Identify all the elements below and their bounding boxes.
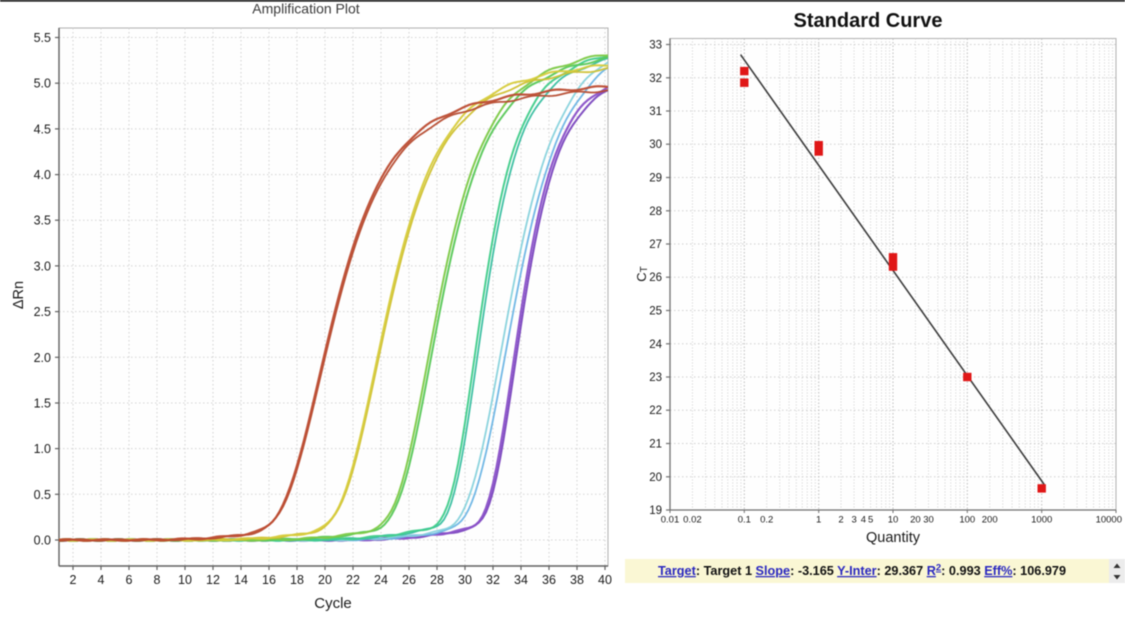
svg-text:Cycle: Cycle <box>314 595 352 612</box>
svg-text:2: 2 <box>70 573 77 587</box>
svg-text:100: 100 <box>959 515 975 526</box>
svg-text:Amplification Plot: Amplification Plot <box>252 1 359 17</box>
svg-text:2.5: 2.5 <box>34 305 51 319</box>
svg-text:2.0: 2.0 <box>34 351 51 365</box>
svg-text:19: 19 <box>649 505 662 517</box>
svg-text:23: 23 <box>649 372 662 384</box>
svg-text:20: 20 <box>318 573 332 587</box>
svg-text:30: 30 <box>458 573 472 587</box>
svg-text:30: 30 <box>649 139 662 151</box>
svg-text:Target: Target 1 Slope: -3.165: Target: Target 1 Slope: -3.165 Y-Inter: … <box>658 563 1066 579</box>
svg-text:25: 25 <box>649 306 662 318</box>
svg-text:29: 29 <box>649 173 662 185</box>
svg-text:10: 10 <box>888 515 899 526</box>
svg-text:0.5: 0.5 <box>34 488 51 502</box>
svg-text:Quantity: Quantity <box>866 530 921 546</box>
svg-text:18: 18 <box>290 573 304 587</box>
svg-text:0.02: 0.02 <box>683 515 702 526</box>
svg-text:200: 200 <box>982 515 998 526</box>
svg-text:26: 26 <box>649 272 662 284</box>
svg-text:21: 21 <box>649 439 662 451</box>
svg-text:1.5: 1.5 <box>34 397 51 411</box>
svg-text:4.0: 4.0 <box>34 168 51 182</box>
svg-text:30: 30 <box>923 515 934 526</box>
svg-text:36: 36 <box>542 573 556 587</box>
svg-text:10000: 10000 <box>1096 515 1122 526</box>
svg-text:5.5: 5.5 <box>34 31 51 45</box>
svg-text:32: 32 <box>649 73 662 85</box>
svg-text:4.5: 4.5 <box>34 122 51 136</box>
svg-text:5.0: 5.0 <box>34 77 51 91</box>
svg-text:Standard Curve: Standard Curve <box>794 10 943 32</box>
svg-text:20: 20 <box>910 515 921 526</box>
svg-text:28: 28 <box>430 573 444 587</box>
svg-text:12: 12 <box>206 573 220 587</box>
svg-text:31: 31 <box>649 106 662 118</box>
svg-text:8: 8 <box>154 573 161 587</box>
svg-text:40: 40 <box>598 573 612 587</box>
svg-text:0.1: 0.1 <box>738 515 751 526</box>
svg-text:28: 28 <box>649 206 662 218</box>
svg-text:1: 1 <box>816 515 821 526</box>
svg-text:1000: 1000 <box>1031 515 1052 526</box>
svg-text:4: 4 <box>861 515 866 526</box>
svg-text:26: 26 <box>402 573 416 587</box>
svg-text:24: 24 <box>649 339 662 351</box>
svg-text:27: 27 <box>649 239 662 251</box>
svg-text:14: 14 <box>234 573 248 587</box>
svg-text:22: 22 <box>346 573 360 587</box>
svg-text:10: 10 <box>178 573 192 587</box>
svg-text:0.01: 0.01 <box>661 515 680 526</box>
svg-text:2: 2 <box>838 515 843 526</box>
svg-text:3.5: 3.5 <box>34 214 51 228</box>
svg-text:6: 6 <box>126 573 133 587</box>
svg-text:3.0: 3.0 <box>34 259 51 273</box>
svg-text:ΔRn: ΔRn <box>11 281 27 309</box>
svg-text:0.2: 0.2 <box>760 515 773 526</box>
svg-text:33: 33 <box>649 40 662 52</box>
svg-text:0.0: 0.0 <box>34 534 51 548</box>
svg-text:34: 34 <box>514 573 528 587</box>
svg-text:3: 3 <box>851 515 856 526</box>
svg-text:22: 22 <box>649 405 662 417</box>
svg-text:16: 16 <box>262 573 276 587</box>
svg-text:1.0: 1.0 <box>34 442 51 456</box>
svg-text:38: 38 <box>570 573 584 587</box>
svg-text:4: 4 <box>98 573 105 587</box>
svg-text:24: 24 <box>374 573 388 587</box>
svg-text:20: 20 <box>649 472 662 484</box>
svg-text:5: 5 <box>868 515 873 526</box>
svg-text:32: 32 <box>486 573 500 587</box>
